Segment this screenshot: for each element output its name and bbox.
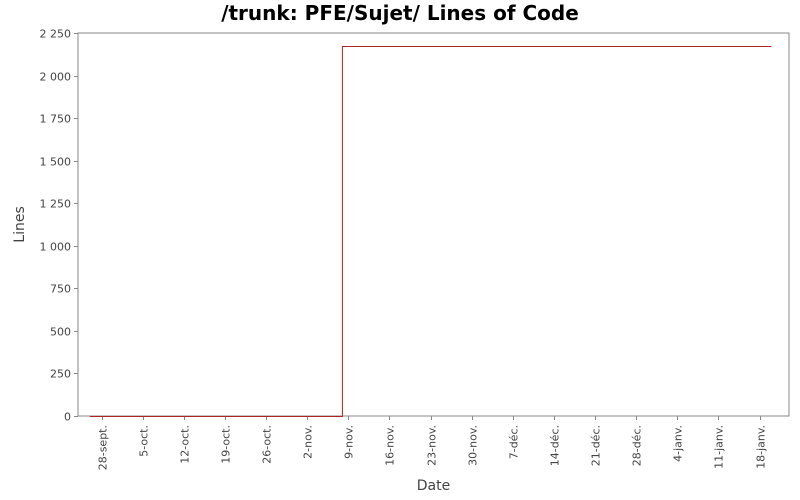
y-axis-title: Lines bbox=[12, 206, 28, 242]
x-axis: 28-sept. 5-oct. 12-oct. 19-oct. 26-oct. 2-nov… bbox=[97, 416, 768, 470]
y-tick-label: 1 750 bbox=[40, 113, 72, 126]
x-axis-title: Date bbox=[417, 478, 450, 494]
x-tick-label: 28-sept. bbox=[97, 425, 110, 470]
y-tick-label: 2 250 bbox=[40, 28, 72, 41]
x-tick-label: 21-déc. bbox=[590, 425, 603, 466]
y-tick-label: 750 bbox=[50, 283, 71, 296]
y-tick-label: 1 000 bbox=[40, 241, 72, 254]
x-tick-label: 2-nov. bbox=[302, 425, 315, 459]
plot-area bbox=[77, 32, 790, 417]
y-tick-label: 2 000 bbox=[40, 71, 72, 84]
x-tick-label: 5-oct. bbox=[138, 425, 151, 457]
x-tick-label: 12-oct. bbox=[179, 425, 192, 464]
y-tick-label: 500 bbox=[50, 326, 71, 339]
x-tick-label: 7-déc. bbox=[508, 425, 521, 459]
chart-title: /trunk: PFE/Sujet/ Lines of Code bbox=[221, 1, 579, 25]
y-tick-label: 1 500 bbox=[40, 156, 72, 169]
series-line bbox=[89, 46, 772, 417]
x-tick-label: 14-déc. bbox=[549, 425, 562, 466]
y-axis: 0 250 500 750 1 000 1 250 1 500 1 750 2 000 2 250 bbox=[40, 28, 78, 424]
x-tick-label: 23-nov. bbox=[426, 425, 439, 466]
x-tick-label: 30-nov. bbox=[467, 425, 480, 466]
x-tick-label: 28-déc. bbox=[631, 425, 644, 466]
x-tick-label: 26-oct. bbox=[261, 425, 274, 464]
x-tick-label: 19-oct. bbox=[220, 425, 233, 464]
x-tick-label: 16-nov. bbox=[384, 425, 397, 466]
y-tick-label: 250 bbox=[50, 368, 71, 381]
series-layer bbox=[89, 46, 772, 417]
x-tick-label: 4-janv. bbox=[672, 425, 685, 462]
x-tick-label: 18-janv. bbox=[755, 425, 768, 469]
x-tick-label: 9-nov. bbox=[343, 425, 356, 459]
y-tick-label: 0 bbox=[64, 411, 71, 424]
y-tick-label: 1 250 bbox=[40, 198, 72, 211]
x-tick-label: 11-janv. bbox=[713, 425, 726, 469]
